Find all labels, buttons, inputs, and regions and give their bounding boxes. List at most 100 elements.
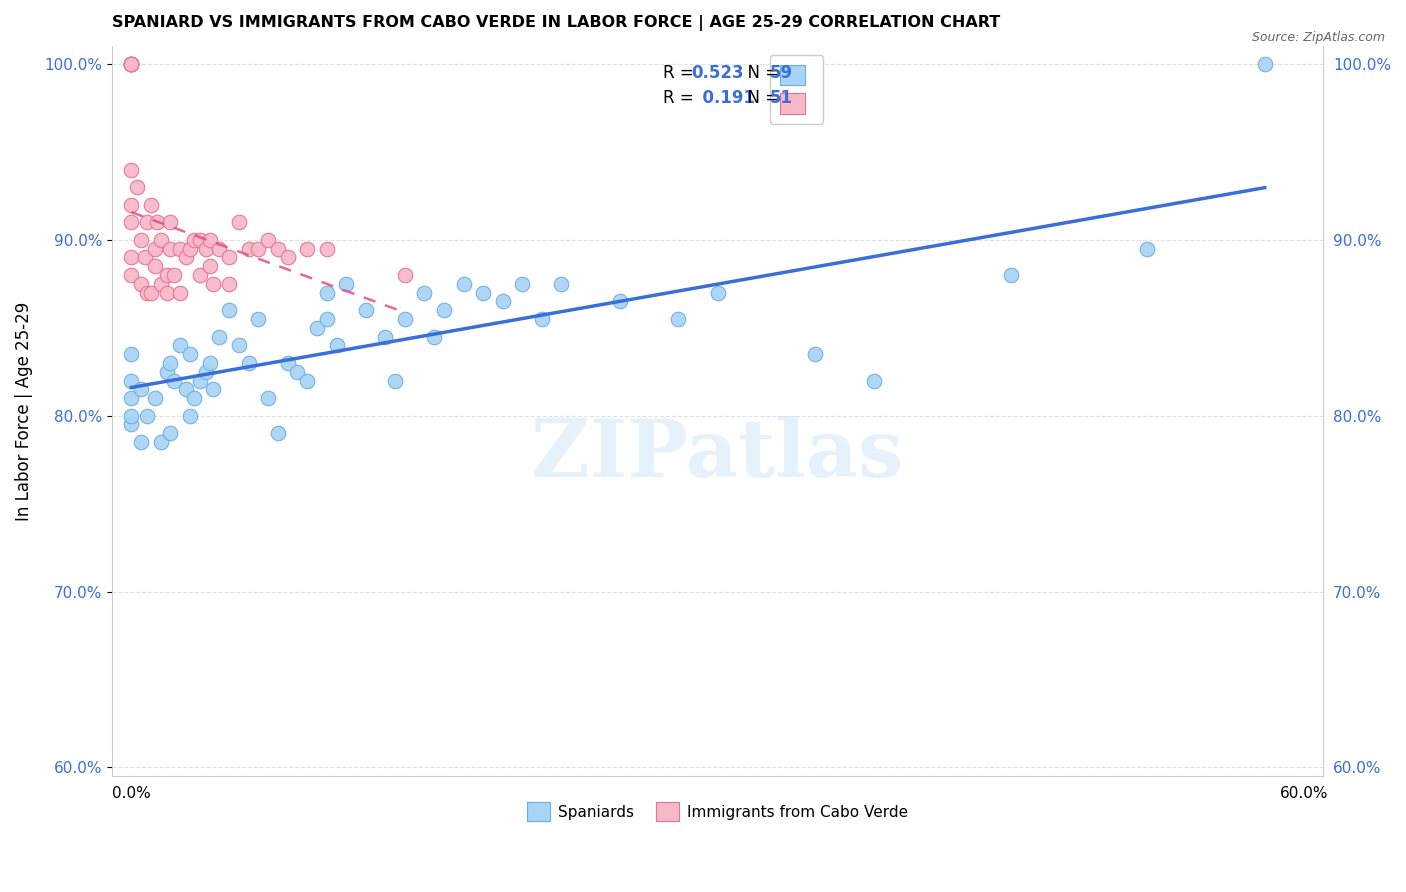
Point bbox=[179, 242, 201, 256]
Point bbox=[198, 259, 221, 273]
Point bbox=[129, 277, 152, 291]
Point bbox=[127, 180, 149, 194]
Point bbox=[305, 320, 328, 334]
Text: 59: 59 bbox=[769, 64, 793, 82]
Point bbox=[297, 374, 319, 388]
Point bbox=[136, 409, 159, 423]
Point bbox=[139, 197, 162, 211]
Point bbox=[120, 374, 142, 388]
Point bbox=[149, 233, 172, 247]
Point bbox=[238, 356, 260, 370]
Point bbox=[228, 215, 250, 229]
Point bbox=[120, 251, 142, 265]
Y-axis label: In Labor Force | Age 25-29: In Labor Force | Age 25-29 bbox=[15, 301, 32, 521]
Point bbox=[384, 374, 406, 388]
Point bbox=[863, 374, 886, 388]
Point bbox=[198, 356, 221, 370]
Legend: Spaniards, Immigrants from Cabo Verde: Spaniards, Immigrants from Cabo Verde bbox=[520, 796, 914, 827]
Point bbox=[120, 57, 142, 71]
Text: Source: ZipAtlas.com: Source: ZipAtlas.com bbox=[1251, 31, 1385, 45]
Point bbox=[238, 242, 260, 256]
Point bbox=[472, 285, 495, 300]
Point bbox=[208, 242, 231, 256]
Point bbox=[202, 277, 225, 291]
Point bbox=[609, 294, 631, 309]
Point bbox=[1000, 268, 1022, 282]
Point bbox=[163, 374, 186, 388]
Point bbox=[550, 277, 572, 291]
Point bbox=[277, 356, 299, 370]
Point bbox=[194, 242, 217, 256]
Point bbox=[423, 329, 446, 343]
Point bbox=[267, 242, 290, 256]
Point bbox=[120, 162, 142, 177]
Point bbox=[143, 242, 166, 256]
Point bbox=[120, 347, 142, 361]
Point bbox=[188, 374, 211, 388]
Point bbox=[218, 277, 240, 291]
Point bbox=[183, 233, 205, 247]
Point bbox=[668, 312, 690, 326]
Point bbox=[120, 57, 142, 71]
Text: R =: R = bbox=[664, 64, 699, 82]
Point bbox=[120, 417, 142, 432]
Point bbox=[198, 233, 221, 247]
Point bbox=[394, 312, 416, 326]
Point bbox=[491, 294, 513, 309]
Point bbox=[149, 435, 172, 450]
Point bbox=[120, 57, 142, 71]
Point bbox=[129, 382, 152, 396]
Text: R =: R = bbox=[664, 88, 699, 106]
Point bbox=[202, 382, 225, 396]
Point bbox=[163, 268, 186, 282]
Point bbox=[143, 391, 166, 405]
Point bbox=[120, 215, 142, 229]
Point bbox=[287, 365, 309, 379]
Point bbox=[120, 391, 142, 405]
Point bbox=[139, 285, 162, 300]
Point bbox=[188, 233, 211, 247]
Point bbox=[120, 197, 142, 211]
Text: ZIPatlas: ZIPatlas bbox=[531, 416, 904, 494]
Point bbox=[174, 251, 197, 265]
Point bbox=[267, 426, 290, 441]
Text: SPANIARD VS IMMIGRANTS FROM CABO VERDE IN LABOR FORCE | AGE 25-29 CORRELATION CH: SPANIARD VS IMMIGRANTS FROM CABO VERDE I… bbox=[112, 15, 1000, 31]
Text: 51: 51 bbox=[769, 88, 793, 106]
Point bbox=[315, 285, 337, 300]
Point bbox=[169, 285, 191, 300]
Point bbox=[277, 251, 299, 265]
Point bbox=[228, 338, 250, 352]
Point bbox=[394, 268, 416, 282]
Point bbox=[159, 242, 181, 256]
Point bbox=[354, 303, 377, 318]
Point bbox=[706, 285, 728, 300]
Point bbox=[149, 277, 172, 291]
Point bbox=[315, 242, 337, 256]
Point bbox=[174, 382, 197, 396]
Point bbox=[297, 242, 319, 256]
Point bbox=[257, 233, 280, 247]
Point bbox=[218, 251, 240, 265]
Point bbox=[1253, 57, 1275, 71]
Point bbox=[433, 303, 456, 318]
Point bbox=[1136, 242, 1159, 256]
Point bbox=[143, 259, 166, 273]
Point bbox=[146, 215, 169, 229]
Point bbox=[120, 57, 142, 71]
Point bbox=[530, 312, 553, 326]
Point bbox=[136, 215, 159, 229]
Point bbox=[247, 312, 270, 326]
Point bbox=[374, 329, 396, 343]
Point bbox=[155, 268, 177, 282]
Point bbox=[155, 285, 177, 300]
Point bbox=[120, 57, 142, 71]
Point bbox=[120, 409, 142, 423]
Point bbox=[169, 338, 191, 352]
Point bbox=[155, 365, 177, 379]
Text: 0.191: 0.191 bbox=[690, 88, 755, 106]
Text: N =: N = bbox=[737, 64, 785, 82]
Point bbox=[247, 242, 270, 256]
Point bbox=[183, 391, 205, 405]
Point bbox=[179, 347, 201, 361]
Point bbox=[208, 329, 231, 343]
